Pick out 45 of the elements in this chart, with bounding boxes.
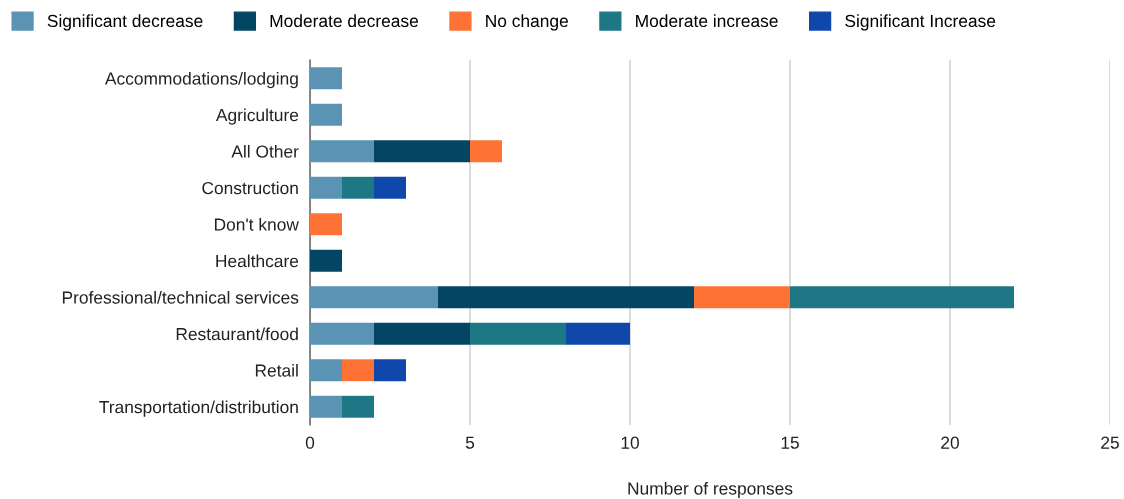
- bar: [342, 176, 374, 199]
- bar: [310, 359, 342, 382]
- legend-label: Significant Increase: [845, 14, 996, 31]
- bar: [470, 140, 502, 163]
- y-tick-label: Professional/technical services: [62, 290, 299, 304]
- y-tick-label: Restaurant/food: [176, 327, 298, 341]
- bar: [374, 176, 406, 199]
- bar: [374, 140, 470, 163]
- bar: [790, 286, 1014, 309]
- bar: [310, 176, 342, 199]
- bar: [310, 103, 342, 126]
- bar: [310, 140, 374, 163]
- legend-label: Moderate increase: [636, 14, 778, 28]
- bar: [342, 359, 374, 382]
- bar: [374, 322, 470, 345]
- y-tick-label: Transportation/distribution: [99, 400, 298, 417]
- legend-label: No change: [486, 14, 568, 31]
- x-tick-label: 25: [1101, 436, 1119, 449]
- bar: [374, 359, 406, 382]
- bar: [342, 395, 374, 418]
- x-tick-label: 0: [305, 436, 315, 449]
- legend-label: Significant decrease: [47, 14, 203, 31]
- bar: [310, 395, 342, 418]
- bar: [438, 286, 694, 309]
- x-tick-label: 20: [941, 436, 959, 449]
- bar: [310, 213, 342, 236]
- bar: [310, 286, 438, 309]
- bar: [310, 322, 374, 345]
- bar: [694, 286, 790, 309]
- y-tick-label: Healthcare: [216, 254, 299, 268]
- x-tick-label: 10: [621, 436, 639, 449]
- bar: [566, 322, 630, 345]
- y-tick-label: Don't know: [214, 217, 299, 231]
- bar: [310, 249, 342, 272]
- x-tick-label: 15: [781, 436, 799, 449]
- x-tick-label: 5: [465, 436, 475, 449]
- bar: [310, 67, 342, 90]
- y-tick-label: Construction: [202, 181, 298, 195]
- bar: [470, 322, 566, 345]
- legend-label: Moderate decrease: [270, 14, 418, 28]
- y-tick-label: Agriculture: [215, 108, 299, 125]
- x-axis-title: Number of responses: [628, 481, 793, 499]
- y-tick-label: All Other: [231, 144, 299, 158]
- y-tick-label: Retail: [255, 363, 298, 377]
- y-tick-label: Accommodations/lodging: [104, 71, 298, 89]
